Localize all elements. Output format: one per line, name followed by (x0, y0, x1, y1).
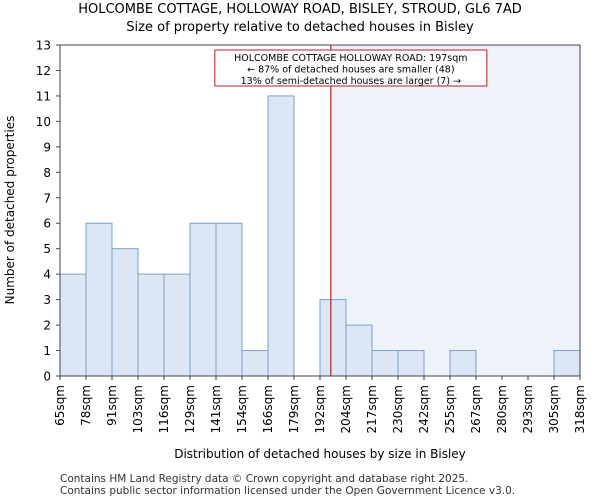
histogram-bar (85, 222, 113, 377)
histogram-bar (371, 350, 399, 377)
annotation-line-3: 13% of semi-detached houses are larger (… (241, 76, 461, 87)
x-axis-label: Distribution of detached houses by size … (174, 447, 466, 461)
footer-attribution-line-2: Contains public sector information licen… (60, 485, 516, 497)
y-tick-label: 7 (43, 191, 51, 205)
histogram-bar (449, 350, 477, 377)
annotation-line-2: ← 87% of detached houses are smaller (48… (247, 65, 454, 76)
x-tick-label: 230sqm (391, 385, 405, 433)
y-tick-label: 9 (43, 140, 51, 154)
histogram-bar (189, 222, 217, 377)
x-tick-label: 293sqm (521, 385, 535, 433)
x-tick-label: 166sqm (261, 385, 275, 433)
y-tick-label: 6 (43, 217, 51, 231)
histogram-bar (397, 350, 425, 377)
x-tick-label: 65sqm (53, 385, 67, 426)
y-tick-label: 3 (43, 293, 51, 307)
y-tick-label: 13 (36, 39, 51, 53)
y-tick-label: 11 (36, 89, 51, 103)
y-tick-label: 4 (43, 268, 51, 282)
y-tick-label: 1 (43, 344, 51, 358)
x-tick-label: 204sqm (339, 385, 353, 433)
histogram-bar (137, 273, 165, 377)
x-tick-label: 179sqm (287, 385, 301, 433)
histogram-bar (241, 350, 269, 377)
x-tick-label: 192sqm (313, 385, 327, 433)
x-tick-label: 91sqm (105, 385, 119, 426)
x-tick-label: 129sqm (183, 385, 197, 433)
x-tick-label: 305sqm (547, 385, 561, 433)
footer-attribution-line-1: Contains HM Land Registry data © Crown c… (60, 473, 469, 485)
histogram-bar (553, 350, 581, 377)
y-tick-label: 12 (36, 64, 51, 78)
y-tick-label: 10 (36, 115, 51, 129)
y-tick-label: 5 (43, 242, 51, 256)
annotation-box (214, 49, 488, 87)
y-axis-label: Number of detached properties (3, 116, 17, 305)
y-tick-label: 2 (43, 319, 51, 333)
histogram-bar (59, 273, 87, 377)
x-tick-label: 242sqm (417, 385, 431, 433)
x-tick-label: 154sqm (235, 385, 249, 433)
x-tick-label: 255sqm (443, 385, 457, 433)
annotation-line-1: HOLCOMBE COTTAGE HOLLOWAY ROAD: 197sqm (234, 53, 467, 64)
x-tick-label: 116sqm (157, 385, 171, 433)
chart-title: HOLCOMBE COTTAGE, HOLLOWAY ROAD, BISLEY,… (78, 2, 522, 17)
histogram-bar (215, 222, 243, 377)
histogram-bar (267, 95, 295, 377)
histogram-bar (111, 248, 139, 377)
histogram-bar (319, 299, 347, 377)
x-tick-label: 78sqm (79, 385, 93, 426)
x-tick-label: 141sqm (209, 385, 223, 433)
y-tick-label: 8 (43, 166, 51, 180)
x-tick-label: 267sqm (469, 385, 483, 433)
x-tick-label: 280sqm (495, 385, 509, 433)
x-tick-label: 217sqm (365, 385, 379, 433)
x-tick-label: 318sqm (573, 385, 587, 433)
histogram-bar (163, 273, 191, 377)
highlighted-region (330, 45, 580, 376)
chart-subtitle: Size of property relative to detached ho… (126, 20, 474, 35)
histogram-bar (345, 324, 373, 377)
x-tick-label: 103sqm (131, 385, 145, 433)
y-tick-label: 0 (43, 370, 51, 384)
